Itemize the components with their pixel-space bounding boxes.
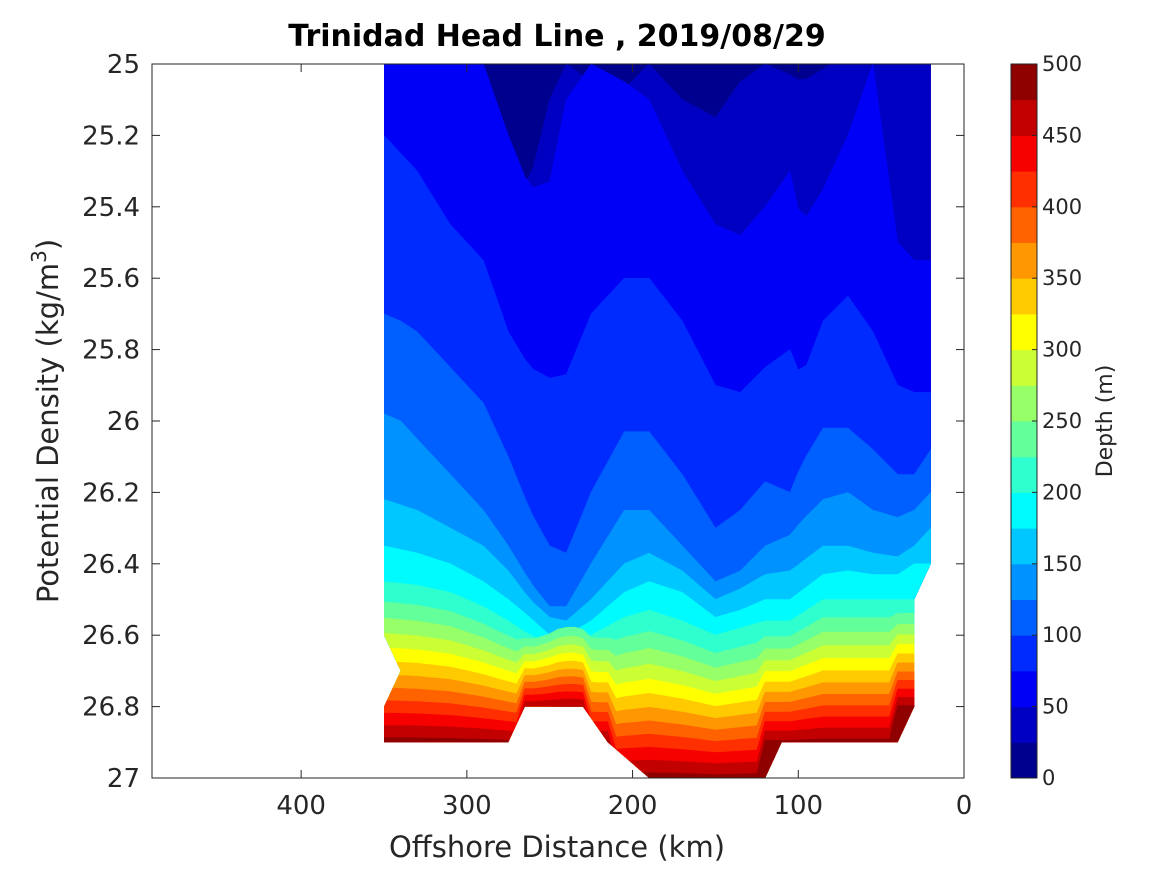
plot-area: 400 300 200 100 0 25 25.2 25.4 25.6 25.8 26 26.2 26…	[82, 50, 972, 821]
y-tick-label: 25.6	[82, 264, 140, 294]
y-tick-label: 26	[107, 407, 140, 437]
colorbar-swatch	[1011, 421, 1037, 458]
y-axis: 25 25.2 25.4 25.6 25.8 26 26.2 26.4 26.6 26.8 27	[82, 50, 964, 794]
colorbar-tick-label: 450	[1042, 123, 1082, 147]
colorbar-tick-label: 250	[1042, 409, 1082, 433]
colorbar-title: Depth (m)	[1093, 365, 1118, 478]
contour-fills	[384, 64, 931, 778]
colorbar-swatch	[1011, 135, 1037, 172]
colorbar-swatch	[1011, 706, 1037, 743]
contour-band-400	[384, 680, 931, 778]
colorbar-swatch	[1011, 242, 1037, 279]
y-tick-label: 25.2	[82, 121, 140, 151]
x-tick-label: 300	[442, 791, 492, 821]
x-tick-label: 0	[956, 791, 973, 821]
colorbar-swatch	[1011, 599, 1037, 636]
x-tick-label: 400	[276, 791, 326, 821]
y-axis-title-suffix: )	[31, 239, 65, 250]
y-tick-label: 25	[107, 50, 140, 80]
x-axis: 400 300 200 100 0	[276, 64, 972, 821]
colorbar-swatch	[1011, 349, 1037, 386]
colorbar-swatch	[1011, 670, 1037, 708]
colorbar-tick-label: 0	[1042, 766, 1055, 790]
colorbar-swatch	[1011, 528, 1037, 565]
y-tick-label: 25.4	[82, 193, 140, 223]
colorbar-tick-label: 100	[1042, 623, 1082, 647]
y-tick-label: 26.2	[82, 478, 140, 508]
colorbar-swatch	[1011, 206, 1037, 243]
y-tick-label: 26.6	[82, 621, 140, 651]
y-axis-title: Potential Density (kg/m3)	[27, 239, 65, 603]
colorbar-swatch	[1011, 635, 1037, 672]
contour-band-450	[384, 696, 931, 778]
colorbar-swatch	[1011, 492, 1037, 529]
colorbar-swatch	[1011, 385, 1037, 422]
colorbar-swatch	[1011, 313, 1037, 351]
colorbar-tick-label: 150	[1042, 552, 1082, 576]
colorbar-tick-label: 200	[1042, 480, 1082, 504]
y-axis-title-main: Potential Density (kg/m	[31, 263, 65, 603]
colorbar-tick-label: 300	[1042, 338, 1082, 362]
y-tick-label: 26.8	[82, 693, 140, 723]
colorbar-tick-label: 350	[1042, 266, 1082, 290]
x-tick-label: 100	[773, 791, 823, 821]
y-tick-label: 27	[107, 764, 140, 794]
colorbar-swatch	[1011, 456, 1037, 493]
colorbar-swatch	[1011, 64, 1037, 101]
contour-band-475	[384, 705, 931, 778]
colorbar: 0 50 100 150 200 250 300 350 400 450 500	[1010, 52, 1082, 790]
colorbar-tick-label: 500	[1042, 52, 1082, 76]
x-axis-title: Offshore Distance (km)	[389, 830, 725, 864]
colorbar-swatch	[1011, 742, 1037, 779]
colorbar-swatch	[1011, 278, 1037, 315]
contour-band-425	[384, 688, 931, 778]
x-tick-label: 200	[608, 791, 658, 821]
colorbar-swatch	[1011, 99, 1037, 136]
y-axis-title-superscript: 3	[27, 250, 51, 263]
y-tick-label: 25.8	[82, 336, 140, 366]
y-tick-label: 26.4	[82, 550, 140, 580]
colorbar-swatch	[1011, 171, 1037, 208]
colorbar-tick-label: 400	[1042, 195, 1082, 219]
colorbar-tick-label: 50	[1042, 695, 1069, 719]
colorbar-swatch	[1011, 563, 1037, 600]
contour-bands	[384, 64, 931, 778]
chart-title: Trinidad Head Line , 2019/08/29	[288, 19, 825, 54]
